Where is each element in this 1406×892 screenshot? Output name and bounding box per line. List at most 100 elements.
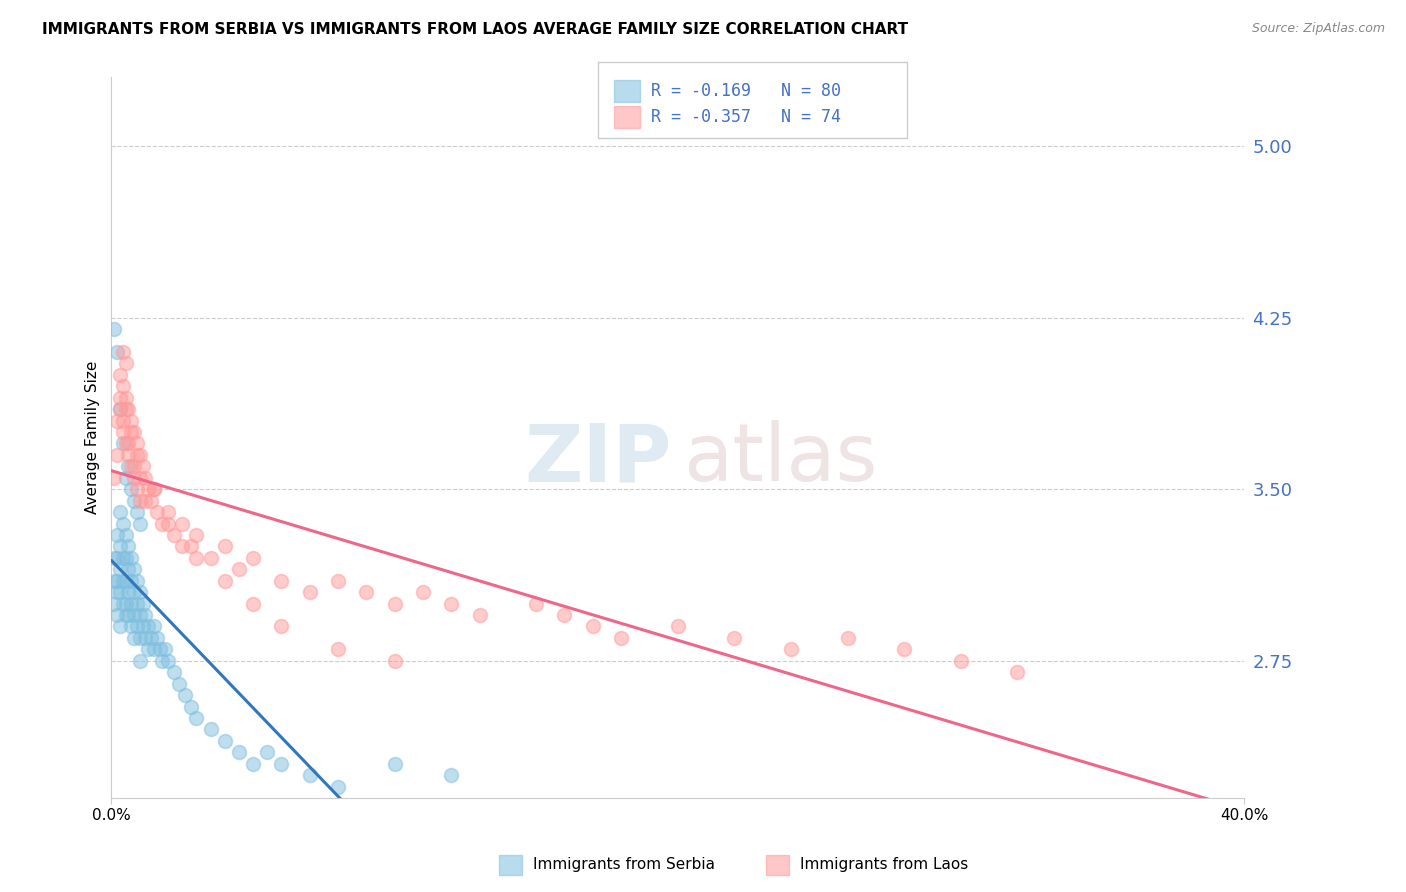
Point — [108, 402, 131, 417]
Point — [384, 654, 406, 668]
Point — [103, 574, 125, 588]
Point — [214, 540, 236, 554]
Point — [114, 402, 136, 417]
Point — [108, 540, 131, 554]
Point — [120, 574, 142, 588]
Point — [174, 688, 197, 702]
Point — [117, 585, 139, 599]
Point — [142, 642, 165, 657]
Point — [122, 459, 145, 474]
Point — [134, 631, 156, 645]
Point — [150, 654, 173, 668]
Point — [122, 562, 145, 576]
Text: R = -0.169   N = 80: R = -0.169 N = 80 — [651, 82, 841, 100]
Point — [200, 550, 222, 565]
Point — [128, 493, 150, 508]
Point — [117, 459, 139, 474]
Point — [837, 631, 859, 645]
Point — [128, 585, 150, 599]
Point — [256, 745, 278, 759]
Point — [125, 482, 148, 496]
Point — [128, 608, 150, 623]
Point — [103, 597, 125, 611]
Point — [142, 482, 165, 496]
Point — [242, 756, 264, 771]
Point — [105, 345, 128, 359]
Point — [172, 516, 194, 531]
Point — [136, 642, 159, 657]
Point — [122, 425, 145, 439]
Point — [440, 768, 463, 782]
Point — [120, 459, 142, 474]
Point — [105, 528, 128, 542]
Point — [326, 642, 349, 657]
Point — [180, 540, 202, 554]
Point — [125, 505, 148, 519]
Text: atlas: atlas — [683, 420, 877, 499]
Point — [723, 631, 745, 645]
Point — [117, 608, 139, 623]
Point — [131, 619, 153, 633]
Point — [111, 436, 134, 450]
Point — [120, 414, 142, 428]
Point — [122, 493, 145, 508]
Point — [169, 676, 191, 690]
Point — [108, 505, 131, 519]
Point — [468, 608, 491, 623]
Point — [270, 619, 292, 633]
Point — [103, 550, 125, 565]
Point — [105, 448, 128, 462]
Text: ZIP: ZIP — [524, 420, 672, 499]
Point — [326, 780, 349, 794]
Point — [1007, 665, 1029, 680]
Point — [120, 482, 142, 496]
Point — [610, 631, 633, 645]
Point — [412, 585, 434, 599]
Point — [145, 505, 167, 519]
Point — [128, 654, 150, 668]
Point — [180, 699, 202, 714]
Point — [553, 608, 575, 623]
Point — [228, 745, 250, 759]
Point — [136, 619, 159, 633]
Point — [105, 585, 128, 599]
Point — [125, 619, 148, 633]
Point — [893, 642, 915, 657]
Point — [105, 550, 128, 565]
Point — [114, 528, 136, 542]
Point — [103, 471, 125, 485]
Point — [105, 414, 128, 428]
Point — [139, 493, 162, 508]
Point — [780, 642, 803, 657]
Point — [354, 585, 377, 599]
Point — [122, 471, 145, 485]
Point — [114, 391, 136, 405]
Point — [163, 665, 186, 680]
Point — [242, 597, 264, 611]
Point — [214, 734, 236, 748]
Point — [139, 631, 162, 645]
Point — [128, 516, 150, 531]
Point — [120, 619, 142, 633]
Point — [134, 608, 156, 623]
Point — [120, 597, 142, 611]
Point — [114, 597, 136, 611]
Point — [108, 368, 131, 382]
Point — [125, 597, 148, 611]
Point — [105, 608, 128, 623]
Point — [125, 436, 148, 450]
Point — [111, 425, 134, 439]
Point — [131, 597, 153, 611]
Point — [114, 356, 136, 370]
Point — [117, 562, 139, 576]
Point — [440, 597, 463, 611]
Point — [242, 550, 264, 565]
Y-axis label: Average Family Size: Average Family Size — [86, 361, 100, 515]
Point — [157, 654, 180, 668]
Point — [117, 448, 139, 462]
Point — [111, 597, 134, 611]
Point — [125, 448, 148, 462]
Point — [108, 402, 131, 417]
Point — [134, 493, 156, 508]
Point — [114, 436, 136, 450]
